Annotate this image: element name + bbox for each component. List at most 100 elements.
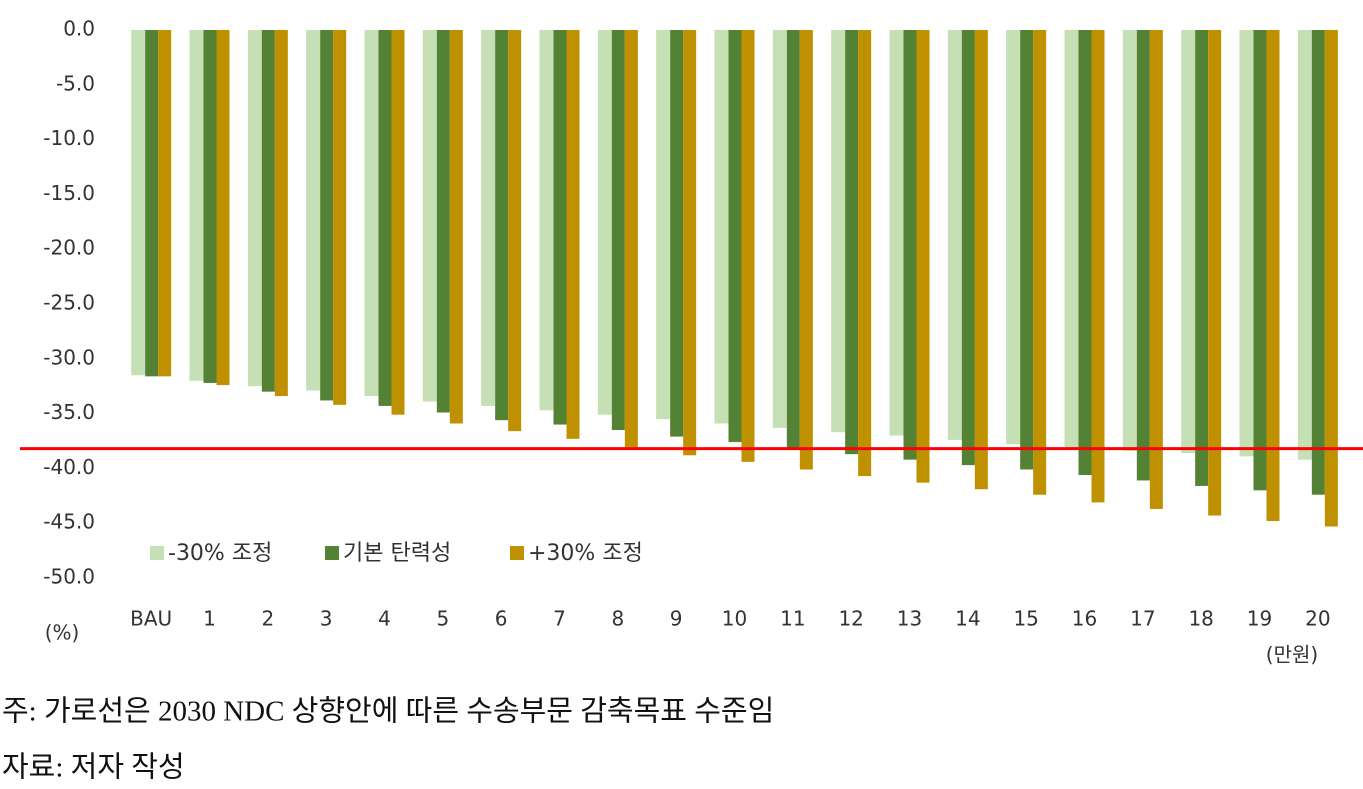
bar [158,30,172,377]
bar [1149,30,1163,509]
bar [1064,30,1079,448]
x-tick-label: 5 [436,607,449,631]
x-unit: (만원) [1266,643,1318,667]
bar [772,30,787,428]
y-tick-label: 0.0 [63,17,95,41]
bar [145,30,159,377]
bar [799,30,813,470]
bar [508,30,522,432]
x-tick-label: 17 [1130,607,1155,631]
x-tick-label: 18 [1188,607,1213,631]
bar [566,30,580,439]
y-unit: (%) [45,621,80,645]
bar [1006,30,1021,445]
bar [947,30,962,440]
y-tick-label: -10.0 [43,126,95,150]
bar [306,30,321,391]
bar [1324,30,1338,527]
x-tick-label: 13 [897,607,922,631]
bar [889,30,904,436]
bar [845,30,859,455]
bar [1033,30,1047,495]
bar [333,30,347,405]
y-tick-label: -25.0 [43,291,95,315]
bar [1297,30,1312,460]
x-tick-label: 3 [320,607,333,631]
bar [1122,30,1137,451]
y-tick-label: -5.0 [56,71,95,95]
bar [261,30,275,392]
legend-label: -30% 조정 [168,541,272,566]
bar [741,30,755,462]
bar [189,30,204,381]
x-tick-label: 9 [670,607,683,631]
bar [858,30,872,477]
bar [903,30,917,460]
bar [1208,30,1222,516]
legend-label: +30% 조정 [528,541,643,566]
bar [1136,30,1150,481]
bar [539,30,554,411]
bar [961,30,975,466]
y-tick-label: -40.0 [43,455,95,479]
bar [247,30,262,387]
x-tick-label: 19 [1247,607,1272,631]
bar [1253,30,1267,491]
bar [481,30,496,406]
bar [624,30,638,448]
x-tick-label: 7 [553,607,566,631]
x-tick-label: 14 [955,607,980,631]
bar [131,30,146,376]
bar [436,30,450,413]
x-tick-label: 15 [1013,607,1038,631]
bar [656,30,671,420]
x-tick-label: 10 [722,607,747,631]
legend-swatch [325,546,339,560]
x-tick-label: 6 [495,607,508,631]
bar [916,30,930,483]
bar [831,30,846,433]
bar [274,30,288,397]
bar [378,30,392,406]
x-tick-label: BAU [130,607,172,631]
bar [974,30,988,490]
x-tick-label: 12 [838,607,863,631]
y-tick-label: -20.0 [43,236,95,260]
bar [1311,30,1325,495]
bar [391,30,405,415]
x-tick-label: 1 [203,607,216,631]
bar [611,30,625,431]
legend-swatch [150,546,164,560]
y-tick-label: -30.0 [43,345,95,369]
bar [203,30,217,383]
x-tick-label: 20 [1305,607,1330,631]
bar [495,30,509,421]
y-tick-label: -45.0 [43,510,95,534]
bar [449,30,463,424]
y-tick-label: -50.0 [43,565,95,589]
bar [786,30,800,448]
x-tick-label: 4 [378,607,391,631]
legend-swatch [510,546,524,560]
y-tick-label: -15.0 [43,181,95,205]
source: 자료: 저자 작성 [2,752,185,784]
bar [216,30,230,386]
bar [714,30,729,424]
x-tick-label: 2 [261,607,274,631]
note: 주: 가로선은 2030 NDC 상향안에 따른 수송부문 감축목표 수준임 [2,696,774,728]
bar [1195,30,1209,486]
bar [1091,30,1105,503]
bar [683,30,697,456]
x-tick-label: 16 [1072,607,1097,631]
bar [1078,30,1092,475]
legend-label: 기본 탄력성 [343,541,451,566]
bar [1181,30,1196,454]
bar [1020,30,1034,470]
y-tick-label: -35.0 [43,400,95,424]
x-tick-label: 11 [780,607,805,631]
bar [320,30,334,401]
bar [670,30,684,437]
bar [422,30,437,402]
bar [1266,30,1280,522]
